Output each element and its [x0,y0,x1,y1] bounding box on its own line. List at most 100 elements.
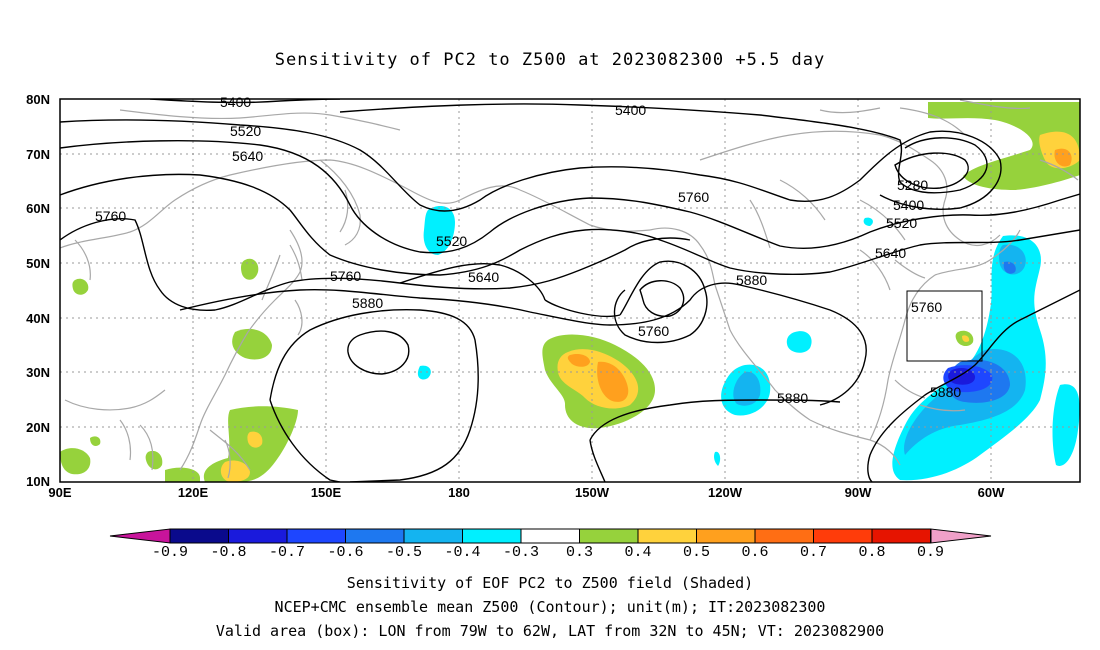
colorbar-tick-label: 0.3 [566,544,593,561]
contour-line [867,289,1080,482]
contour-line [60,218,691,312]
colorbar-swatch [813,528,873,544]
negative-sensitivity-region-dateline [423,206,455,255]
contour-label: 5400 [220,94,251,110]
valid-area-box [906,290,983,362]
colorbar-swatch [520,528,580,544]
colorbar-swatch [871,528,931,544]
contour-label: 5880 [930,384,961,400]
z500-contours [60,99,1080,482]
lat-label: 60N [26,201,50,216]
contour-line [589,439,606,482]
lat-label: 50N [26,256,50,271]
coastlines [60,99,1079,479]
contour-label: 5760 [95,208,126,224]
lon-label: 60W [978,485,1005,500]
positive-sensitivity-region-greenland [928,102,1080,190]
colorbar-tick-label: 0.5 [683,544,710,561]
negative-sensitivity-region-atlantic-east [1052,384,1080,466]
colorbar-tick-label: -0.6 [327,544,363,561]
colorbar-over-triangle [930,528,992,544]
contour-line [60,173,1080,276]
positive-sensitivity-region-china-coast [232,328,272,360]
colorbar-tick-label: -0.8 [210,544,246,561]
lon-label: 120W [708,485,743,500]
contour-label: 5760 [330,268,361,284]
lon-label: 120E [178,485,209,500]
contour-line [639,280,685,317]
lat-label: 70N [26,147,50,162]
colorbar-tick-label: -0.9 [152,544,188,561]
lat-label: 30N [26,365,50,380]
contour-label: 5760 [678,189,709,205]
contour-line [269,399,341,482]
colorbar-swatch [637,528,697,544]
contour-label: 5760 [638,323,669,339]
caption-contour: NCEP+CMC ensemble mean Z500 (Contour); u… [274,598,826,616]
caption-shading: Sensitivity of EOF PC2 to Z500 field (Sh… [346,574,754,592]
colorbar-tick-label: -0.7 [269,544,305,561]
contour-label: 5520 [436,233,467,249]
map-frame [59,98,1081,483]
contour-labels: 5400 5400 5520 5640 5760 5520 5640 5760 … [95,94,961,406]
colorbar: -0.9 -0.8 -0.7 -0.6 -0.5 -0.4 -0.3 0.3 0.4 0.5 0.6… [109,528,992,561]
colorbar-tick-label: 0.4 [624,544,651,561]
colorbar-tick-label: -0.3 [503,544,539,561]
sensitivity-shading [60,102,1080,482]
lon-label: 150W [575,485,610,500]
colorbar-swatch [228,528,288,544]
contour-line [347,330,410,375]
colorbar-swatch [696,528,756,544]
colorbar-tick-label: 0.9 [917,544,944,561]
contour-line [894,152,969,189]
contour-label: 5880 [777,390,808,406]
contour-label: 5880 [352,295,383,311]
latitude-labels: 80N 70N 60N 50N 40N 30N 20N 10N [26,92,50,489]
caption-valid-area: Valid area (box): LON from 79W to 62W, L… [215,622,885,640]
contour-label: 5880 [736,272,767,288]
longitude-labels: 90E 120E 150E 180 150W 120W 90W 60W [48,485,1005,500]
contour-label: 5520 [230,123,261,139]
colorbar-swatch [169,528,229,544]
chart-title: Sensitivity of PC2 to Z500 at 2023082300… [274,50,826,70]
contour-line [399,262,546,301]
contour-line [613,260,708,344]
colorbar-tick-label: 0.6 [741,544,768,561]
contour-line [589,399,841,441]
contour-line [60,119,1002,212]
contour-label: 5640 [232,148,263,164]
lat-label: 40N [26,311,50,326]
colorbar-swatch [579,528,639,544]
contour-line [179,282,867,406]
contour-line [544,299,621,317]
lon-label: 90W [845,485,872,500]
contour-label: 5280 [897,177,928,193]
lat-label: 20N [26,420,50,435]
contour-label: 5400 [893,197,924,213]
contour-line [60,140,1080,254]
colorbar-under-triangle [109,528,171,544]
lat-label: 80N [26,92,50,107]
contour-label: 5400 [615,102,646,118]
colorbar-tick-label: 0.8 [858,544,885,561]
lon-label: 180 [448,485,470,500]
contour-label: 5640 [875,245,906,261]
lon-label: 150E [311,485,342,500]
lon-label: 90E [48,485,71,500]
colorbar-swatch [286,528,346,544]
colorbar-tick-label: -0.5 [386,544,422,561]
colorbar-swatch [754,528,814,544]
colorbar-swatch [462,528,522,544]
colorbar-swatch [403,528,463,544]
contour-label: 5640 [468,269,499,285]
contour-label: 5760 [911,299,942,315]
contour-line [269,308,479,482]
lat-label: 10N [26,474,50,489]
colorbar-tick-label: 0.7 [800,544,827,561]
contour-line [339,103,988,194]
gridlines [60,99,1080,482]
colorbar-swatch [345,528,405,544]
contour-label: 5520 [886,215,917,231]
colorbar-tick-label: -0.4 [444,544,480,561]
